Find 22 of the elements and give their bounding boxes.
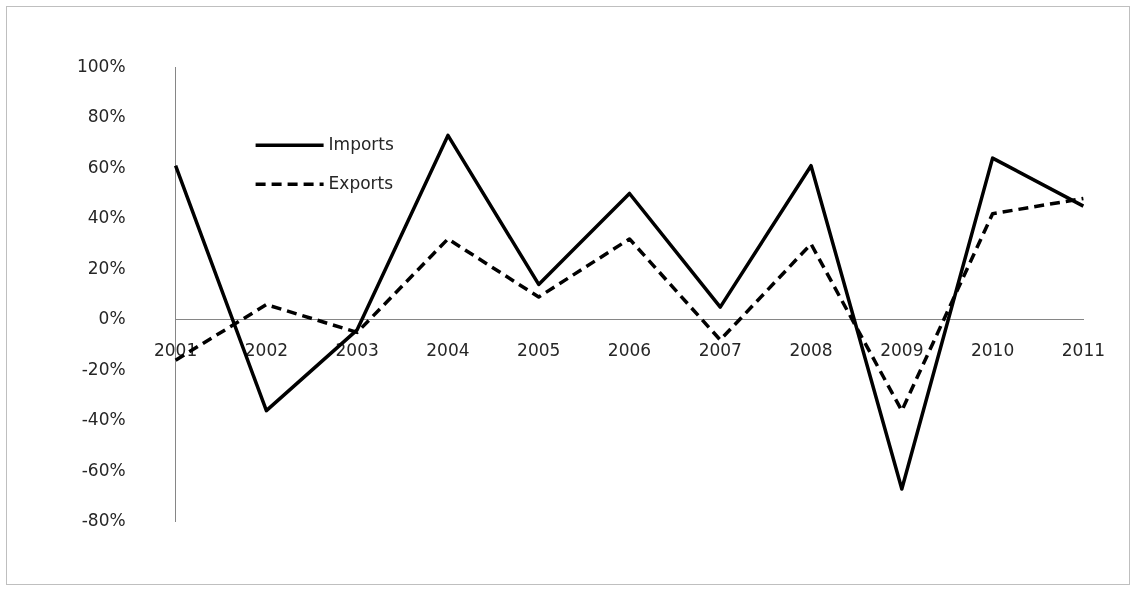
x-tick-label: 2006: [607, 340, 652, 361]
y-tick-label: 60%: [87, 156, 126, 177]
y-tick-label: -40%: [81, 409, 126, 430]
x-tick-label: 2003: [335, 340, 379, 361]
x-tick-label: 2008: [789, 340, 833, 361]
y-tick-label: -20%: [81, 358, 126, 379]
y-tick-label: -60%: [81, 459, 126, 480]
legend-label: Exports: [328, 172, 394, 193]
x-tick-label: 2009: [880, 340, 924, 361]
legend-label: Imports: [328, 133, 395, 154]
y-tick-label: 40%: [87, 207, 126, 228]
x-tick-label: 2007: [698, 340, 742, 361]
y-tick-label: 0%: [98, 308, 126, 329]
y-tick-label: 100%: [76, 55, 126, 76]
y-tick-label: -80%: [81, 510, 126, 531]
x-tick-label: 2002: [244, 340, 289, 361]
x-tick-label: 2004: [426, 340, 470, 361]
x-tick-label: 2011: [1061, 340, 1105, 361]
x-tick-label: 2005: [517, 340, 561, 361]
y-tick-label: 20%: [87, 257, 126, 278]
x-tick-label: 2010: [970, 340, 1015, 361]
y-tick-label: 80%: [87, 106, 126, 127]
